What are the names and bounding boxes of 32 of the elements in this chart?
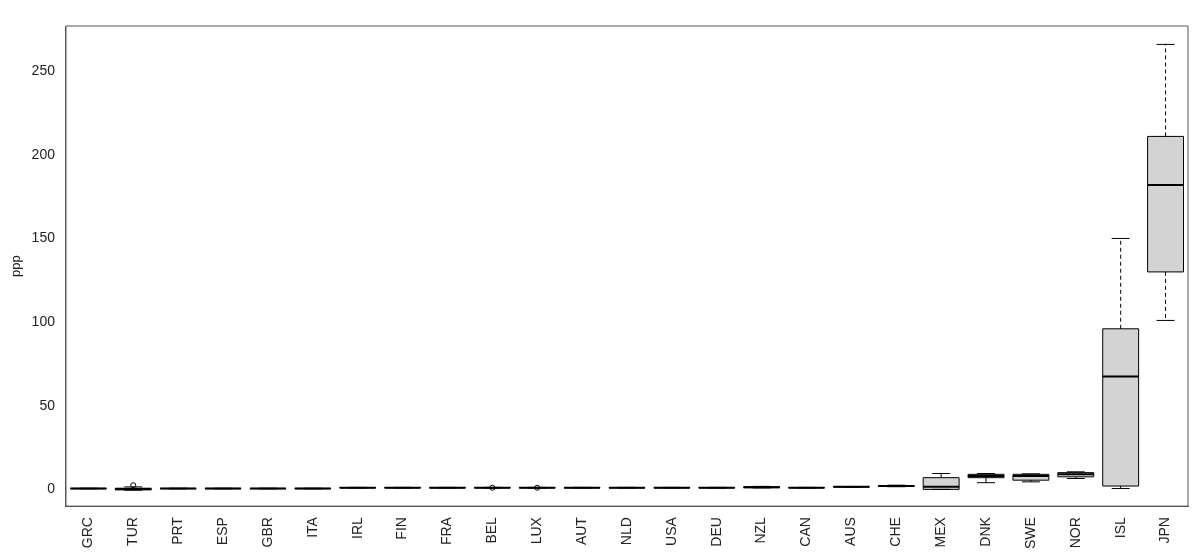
- x-tick-label: NOR: [1066, 517, 1083, 549]
- x-tick-label: ESP: [213, 517, 230, 546]
- y-tick-label: 200: [31, 145, 56, 162]
- x-tick-label: DEU: [707, 517, 724, 547]
- x-tick-label: NZL: [752, 516, 769, 544]
- x-tick-label: BEL: [483, 516, 500, 544]
- x-tick-label: SWE: [1021, 517, 1038, 549]
- x-tick-label: IRL: [348, 516, 365, 539]
- x-tick-label: TUR: [124, 517, 141, 546]
- x-tick-label: LUX: [528, 516, 545, 545]
- x-tick-label: ITA: [303, 516, 320, 538]
- y-tick-label: 150: [31, 229, 56, 246]
- x-tick-label: USA: [662, 516, 679, 546]
- x-tick-label: PRT: [169, 516, 186, 545]
- x-tick-label: GBR: [258, 517, 275, 548]
- x-tick-label: DNK: [976, 516, 993, 547]
- y-tick-label: 250: [31, 62, 56, 79]
- x-tick-label: JPN: [1156, 517, 1173, 544]
- x-tick-label: FIN: [393, 517, 410, 540]
- y-tick-label: 50: [39, 396, 56, 413]
- x-tick-label: NLD: [617, 517, 634, 546]
- x-tick-label: AUT: [572, 516, 589, 546]
- x-tick-label: MEX: [932, 516, 949, 548]
- x-tick-label: GRC: [79, 517, 96, 549]
- y-axis-title: ppp: [8, 255, 24, 277]
- x-tick-label: CHE: [887, 517, 904, 547]
- x-tick-label: ISL: [1111, 516, 1128, 539]
- y-tick-label: 0: [47, 480, 56, 497]
- x-tick-label: FRA: [438, 516, 455, 546]
- x-tick-label: CAN: [797, 517, 814, 547]
- x-tick-label: AUS: [842, 517, 859, 546]
- y-tick-label: 100: [31, 312, 56, 329]
